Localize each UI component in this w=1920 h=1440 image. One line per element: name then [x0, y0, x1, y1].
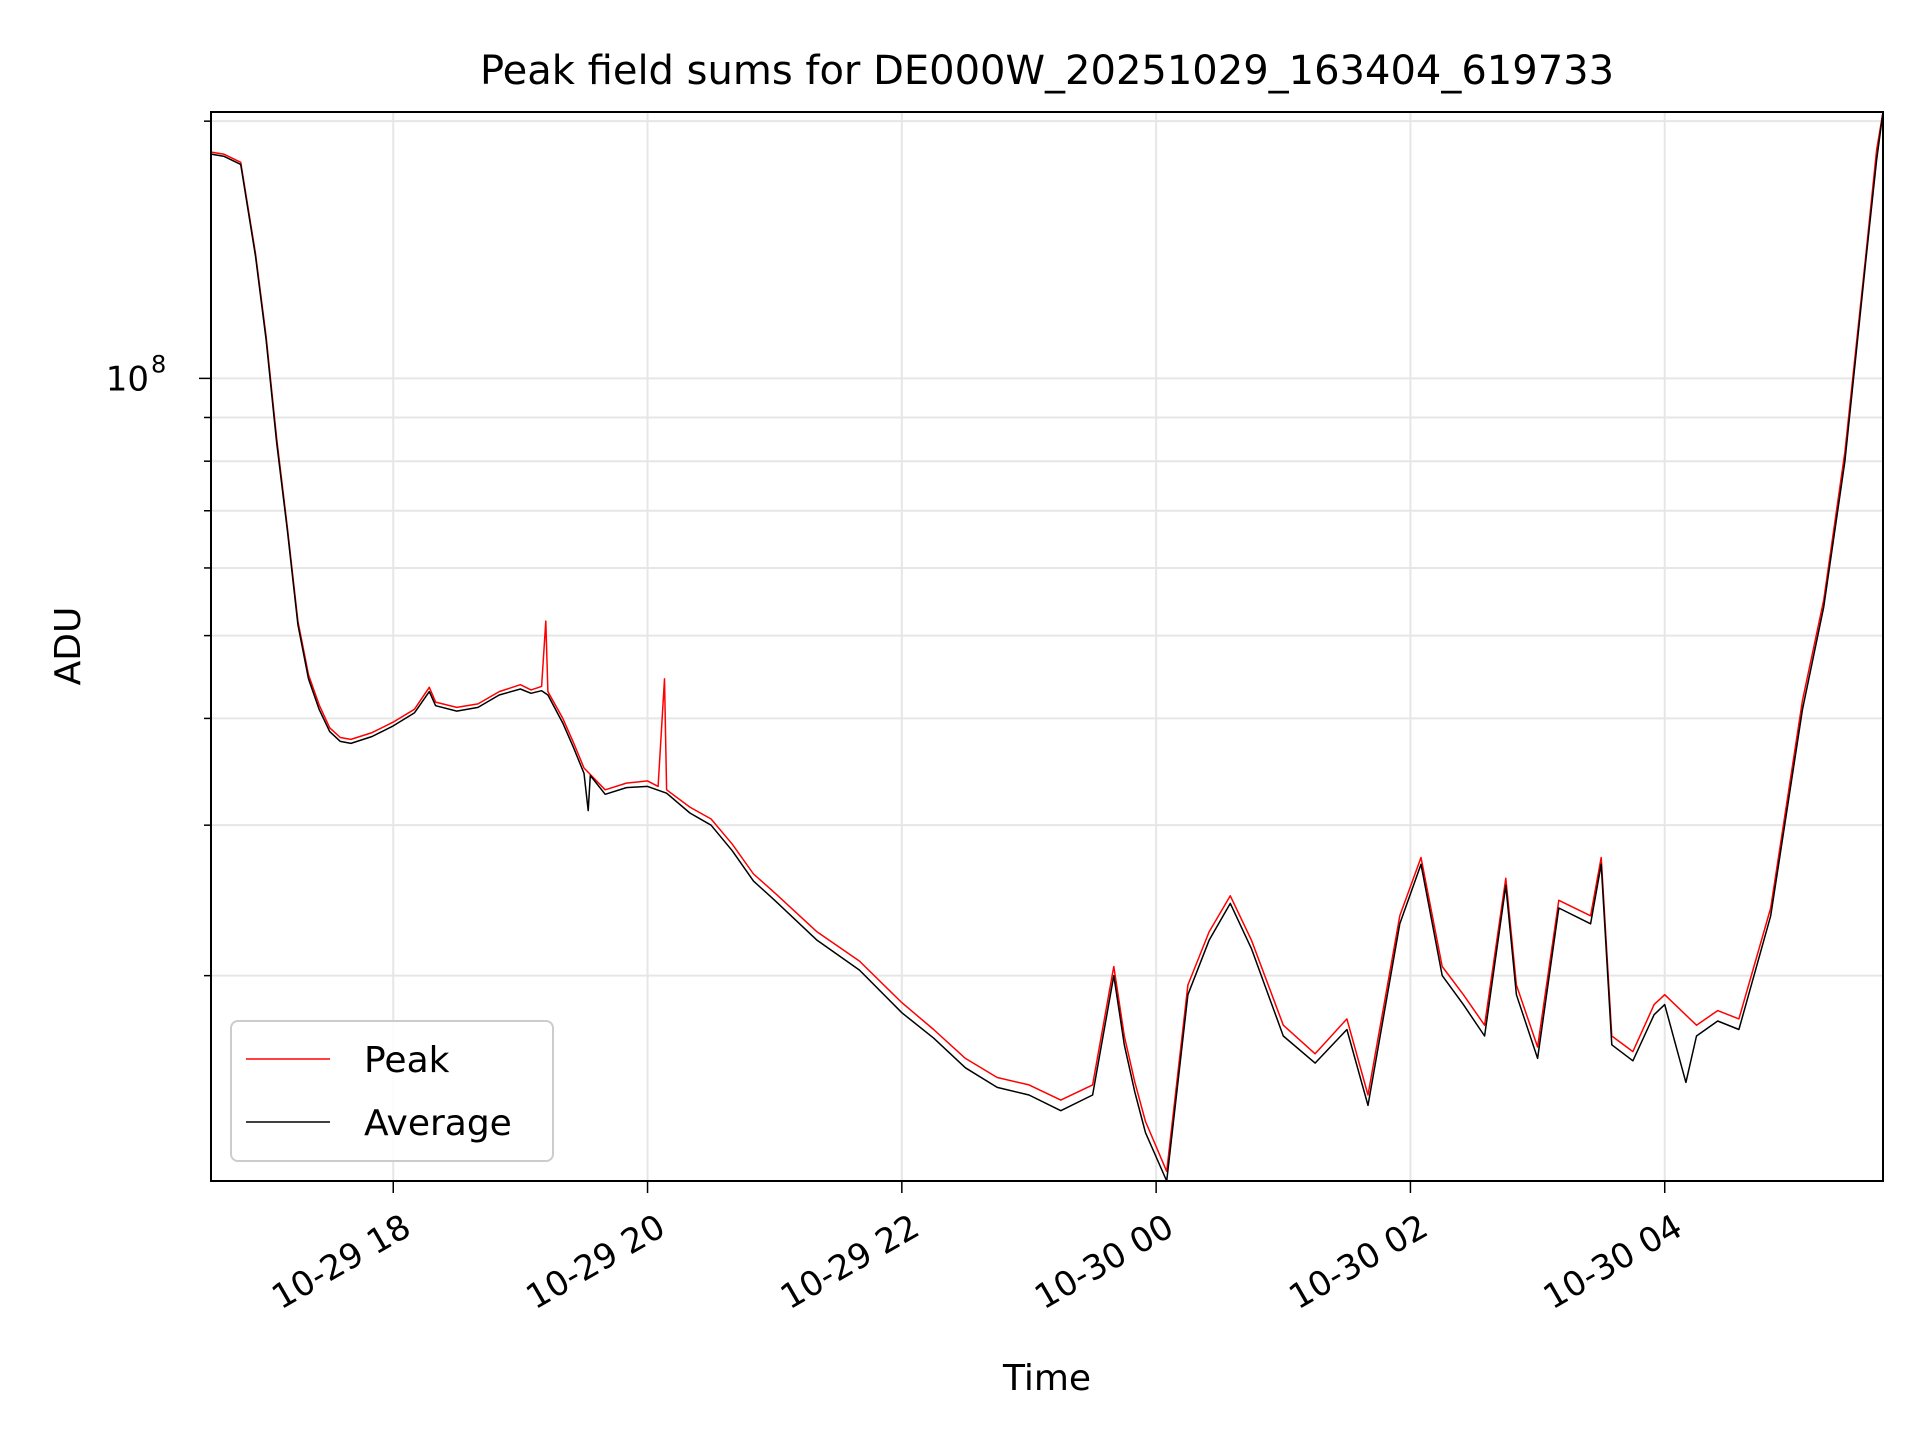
- x-tick-label: 10-29 20: [520, 1207, 672, 1318]
- legend: Peak Average: [230, 1020, 554, 1162]
- legend-box: [230, 1020, 554, 1162]
- x-tick-label: 10-30 00: [1028, 1207, 1180, 1318]
- x-tick-label: 10-30 02: [1282, 1207, 1434, 1318]
- series-line-average: [210, 111, 1884, 1182]
- y-axis-label: ADU: [48, 607, 89, 686]
- y-axis: 10 8: [106, 120, 211, 977]
- x-axis-label: Time: [1002, 1358, 1091, 1399]
- x-tick-label: 10-29 18: [265, 1207, 417, 1318]
- legend-label-peak: Peak: [364, 1040, 450, 1081]
- series-line-peak: [210, 111, 1884, 1173]
- chart-title: Peak field sums for DE000W_20251029_1634…: [480, 48, 1614, 94]
- legend-label-average: Average: [364, 1103, 512, 1144]
- y-tick-label: 10: [106, 359, 149, 399]
- x-tick-label: 10-29 22: [774, 1207, 926, 1318]
- x-tick-label: 10-30 04: [1537, 1207, 1689, 1318]
- y-tick-exponent: 8: [151, 350, 166, 378]
- plot-frame: [210, 111, 1884, 1182]
- plot-area: [210, 111, 1884, 1182]
- x-axis: 10-29 18 10-29 20 10-29 22 10-30 00 10-30 02…: [265, 1181, 1689, 1318]
